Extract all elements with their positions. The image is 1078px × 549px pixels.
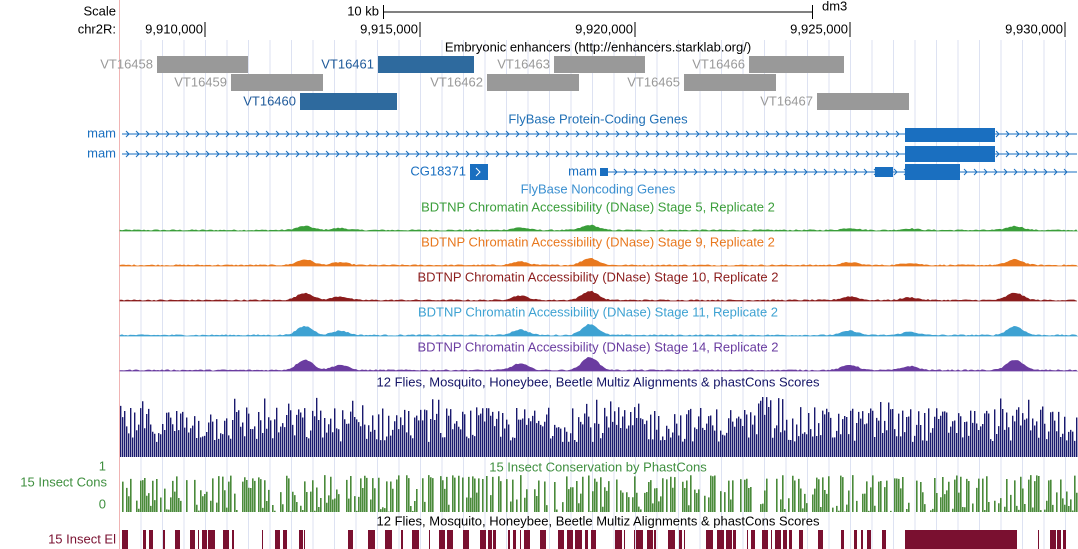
chrom-label: chr2R: bbox=[78, 21, 116, 36]
scale-label: Scale bbox=[83, 3, 116, 18]
track-title: FlyBase Noncoding Genes bbox=[521, 181, 676, 196]
enhancer-label: VT16462 bbox=[430, 74, 483, 89]
scale-bar-label: 10 kb bbox=[347, 3, 379, 18]
assembly-label: dm3 bbox=[822, 0, 847, 13]
accessibility-signal bbox=[119, 323, 1078, 337]
enhancer-feature bbox=[749, 56, 844, 73]
enhancer-label: VT16461 bbox=[321, 56, 374, 71]
ruler-tick-label: 9,915,000 bbox=[360, 21, 418, 36]
exon bbox=[600, 168, 608, 176]
exon bbox=[875, 167, 893, 177]
enhancer-label: VT16465 bbox=[627, 74, 680, 89]
track-title: BDTNP Chromatin Accessibility (DNase) St… bbox=[421, 234, 775, 249]
enhancer-label: VT16459 bbox=[174, 74, 227, 89]
ruler-tick-label: 9,930,000 bbox=[1005, 21, 1063, 36]
exon bbox=[905, 164, 960, 180]
track-title: Embryonic enhancers (http://enhancers.st… bbox=[445, 39, 751, 54]
gene-label: mam bbox=[568, 163, 597, 178]
conserved-elements bbox=[122, 530, 1066, 549]
exon bbox=[905, 128, 995, 142]
enhancer-label: VT16460 bbox=[243, 93, 296, 108]
enhancer-feature bbox=[684, 74, 776, 91]
track-title: BDTNP Chromatin Accessibility (DNase) St… bbox=[417, 339, 778, 354]
exon bbox=[905, 146, 995, 162]
gene-chevrons bbox=[475, 167, 481, 177]
track-title: BDTNP Chromatin Accessibility (DNase) St… bbox=[418, 304, 778, 319]
accessibility-signal bbox=[119, 290, 1078, 302]
enhancer-label: VT16467 bbox=[760, 93, 813, 108]
track-title: 12 Flies, Mosquito, Honeybee, Beetle Mul… bbox=[377, 374, 820, 389]
accessibility-signal bbox=[119, 257, 1078, 267]
enhancer-feature bbox=[157, 56, 248, 73]
exon bbox=[470, 164, 488, 180]
ruler-tick-label: 9,920,000 bbox=[575, 21, 633, 36]
gene-label: CG18371 bbox=[410, 163, 466, 178]
track-short-label: 15 Insect Cons bbox=[20, 474, 107, 489]
accessibility-signal bbox=[119, 357, 1078, 372]
track-title: FlyBase Protein-Coding Genes bbox=[508, 111, 688, 126]
ruler-tick-label: 9,925,000 bbox=[790, 21, 848, 36]
enhancer-feature bbox=[487, 74, 579, 91]
conservation-signal bbox=[120, 397, 1078, 457]
gene-label: mam bbox=[87, 145, 116, 160]
track-title: 15 Insect Conservation by PhastCons bbox=[489, 459, 707, 474]
axis-max-label: 1 bbox=[99, 458, 106, 473]
track-title: BDTNP Chromatin Accessibility (DNase) St… bbox=[421, 199, 775, 214]
ruler-tick-label: 9,910,000 bbox=[145, 21, 203, 36]
enhancer-label: VT16458 bbox=[100, 56, 153, 71]
accessibility-signal bbox=[119, 224, 1078, 232]
gene-label: mam bbox=[87, 125, 116, 140]
enhancer-feature bbox=[378, 56, 474, 73]
enhancer-label: VT16466 bbox=[692, 56, 745, 71]
track-title: BDTNP Chromatin Accessibility (DNase) St… bbox=[417, 269, 778, 284]
enhancer-feature bbox=[817, 93, 909, 110]
track-title: 12 Flies, Mosquito, Honeybee, Beetle Mul… bbox=[377, 513, 820, 528]
enhancer-feature bbox=[554, 56, 645, 73]
phastcons-signal bbox=[122, 475, 1078, 512]
enhancer-label: VT16463 bbox=[497, 56, 550, 71]
enhancer-feature bbox=[300, 93, 397, 110]
enhancer-feature bbox=[231, 74, 323, 91]
track-short-label: 15 Insect El bbox=[48, 531, 116, 546]
axis-min-label: 0 bbox=[99, 496, 106, 511]
